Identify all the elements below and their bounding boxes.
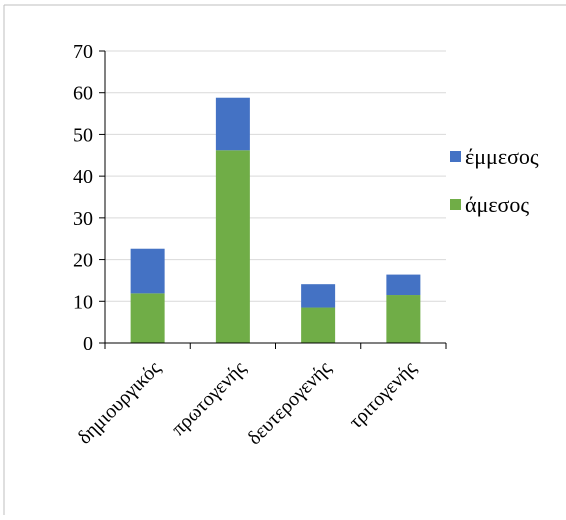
legend-label: έμμεσος [465, 144, 539, 169]
y-tick-label: 30 [73, 208, 93, 230]
y-tick-label: 50 [73, 124, 93, 146]
y-tick-label: 10 [73, 291, 93, 313]
bar-segment [301, 284, 336, 308]
legend: έμμεσος άμεσος [450, 144, 539, 217]
legend-swatch [450, 199, 461, 210]
bar-segment [130, 248, 165, 294]
bar-segment [215, 97, 250, 151]
axes [99, 50, 447, 349]
bars [130, 97, 421, 343]
y-tick-labels: 0 10 20 30 40 50 60 70 [73, 41, 93, 355]
bar-segment [130, 293, 165, 343]
legend-label: άμεσος [465, 192, 529, 217]
bar-segment [301, 307, 336, 343]
x-tick-label: δημιουργικός [73, 357, 165, 449]
bar-segment [386, 295, 421, 343]
y-tick-label: 20 [73, 250, 93, 272]
x-tick-label: τριτογενής [345, 357, 421, 433]
legend-swatch [450, 151, 461, 162]
bar-segment [215, 150, 250, 343]
y-tick-label: 40 [73, 166, 93, 188]
y-tick-label: 70 [73, 41, 93, 63]
bar-segment [386, 274, 421, 296]
y-tick-label: 0 [83, 333, 93, 355]
x-tick-label: πρωτογενής [167, 357, 250, 440]
y-tick-label: 60 [73, 83, 93, 105]
x-tick-label: δευτερογενής [243, 357, 335, 449]
